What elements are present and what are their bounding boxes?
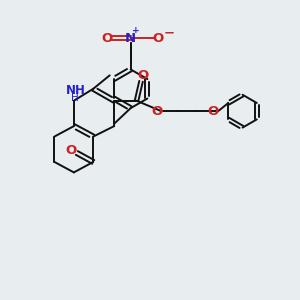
Text: H: H: [71, 93, 79, 103]
Text: N: N: [125, 32, 136, 44]
Text: O: O: [66, 143, 77, 157]
Text: O: O: [152, 32, 164, 44]
Text: O: O: [137, 69, 148, 82]
Text: O: O: [207, 105, 218, 118]
Text: O: O: [152, 105, 163, 118]
Text: NH: NH: [65, 84, 85, 97]
Text: −: −: [163, 26, 174, 39]
Text: O: O: [102, 32, 113, 44]
Text: +: +: [132, 26, 140, 35]
